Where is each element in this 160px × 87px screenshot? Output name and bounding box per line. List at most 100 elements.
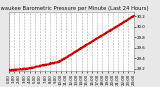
Point [95,38,97,39]
Point [68,54,70,56]
Point [30,67,32,68]
Point [42,64,44,65]
Point [112,27,114,29]
Point [54,61,57,63]
Point [18,68,20,70]
Point [23,68,25,69]
Point [32,66,35,67]
Point [45,63,47,65]
Point [18,68,21,70]
Point [62,58,65,59]
Point [92,40,95,41]
Point [58,60,61,61]
Point [79,47,82,49]
Point [53,62,56,63]
Point [98,36,100,37]
Point [125,20,127,21]
Point [122,21,124,22]
Point [91,40,94,41]
Point [79,47,82,49]
Point [103,32,106,34]
Point [113,26,116,28]
Point [111,28,113,29]
Point [88,42,90,43]
Point [131,15,134,17]
Point [63,57,66,58]
Point [51,62,53,64]
Point [42,64,45,66]
Point [52,62,54,64]
Point [38,65,41,66]
Point [25,68,28,69]
Point [60,59,63,61]
Point [102,33,104,35]
Point [122,21,125,22]
Point [79,48,82,49]
Point [30,67,33,68]
Point [14,69,17,70]
Point [56,61,59,62]
Point [100,35,102,36]
Point [89,41,92,42]
Point [83,45,85,46]
Point [19,68,22,70]
Point [107,30,109,32]
Point [68,54,71,55]
Point [15,68,17,70]
Point [48,63,51,65]
Point [93,39,96,40]
Point [108,30,110,31]
Point [118,23,121,25]
Point [100,35,103,36]
Point [53,62,56,63]
Point [122,21,125,22]
Point [128,17,131,19]
Point [31,67,33,68]
Point [78,48,80,50]
Point [73,51,76,52]
Point [44,64,46,65]
Point [16,68,19,70]
Point [49,62,51,63]
Point [82,45,85,46]
Point [48,63,50,64]
Point [116,24,119,26]
Point [75,50,77,51]
Point [17,68,20,70]
Point [62,58,65,59]
Point [132,15,134,16]
Point [21,68,23,69]
Point [15,68,17,70]
Point [116,25,118,26]
Point [89,41,91,43]
Point [65,56,68,57]
Point [13,68,16,70]
Point [13,69,16,70]
Point [24,68,26,69]
Point [96,36,99,38]
Point [86,42,89,44]
Point [28,67,31,69]
Point [118,24,120,25]
Point [71,52,73,54]
Point [127,18,129,20]
Point [8,69,11,70]
Point [69,54,71,55]
Point [63,58,65,59]
Point [13,69,16,70]
Point [62,58,65,59]
Point [99,35,102,37]
Point [107,30,109,32]
Point [61,58,64,60]
Point [41,65,43,66]
Point [28,67,31,69]
Point [16,68,19,70]
Point [49,63,52,64]
Point [44,63,47,65]
Point [35,66,38,67]
Point [113,26,116,28]
Point [124,19,127,21]
Point [125,20,128,21]
Point [78,48,81,49]
Point [28,67,31,68]
